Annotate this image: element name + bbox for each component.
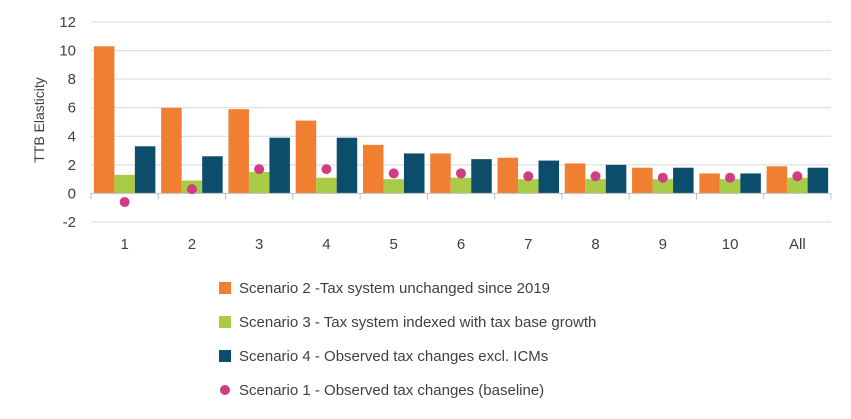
x-tick-label: 2 xyxy=(188,236,196,253)
bar-series-2 xyxy=(585,179,606,194)
marker-point xyxy=(590,171,601,182)
x-tick-label: 5 xyxy=(390,236,398,253)
bar-series-1 xyxy=(564,163,586,194)
x-tick-label: 7 xyxy=(524,236,532,253)
y-tick-label: 2 xyxy=(68,157,76,174)
bar-series-2 xyxy=(114,174,135,194)
bar-series-3 xyxy=(269,137,290,194)
legend-swatch xyxy=(219,282,231,294)
bar-series-3 xyxy=(202,156,223,194)
legend-label: Scenario 3 - Tax system indexed with tax… xyxy=(239,314,596,331)
bar-series-3 xyxy=(807,167,829,194)
marker-point xyxy=(657,172,668,183)
bar-series-3 xyxy=(336,137,358,194)
marker-point xyxy=(321,164,332,175)
x-tick-label: All xyxy=(789,236,806,253)
bar-series-3 xyxy=(605,164,627,194)
legend-label: Scenario 1 - Observed tax changes (basel… xyxy=(239,382,544,399)
x-tick-label: 4 xyxy=(322,236,330,253)
axes xyxy=(90,192,832,200)
marker-point xyxy=(456,168,466,179)
y-tick-labels: -2 0 2 4 6 8 10 12 xyxy=(59,14,76,231)
bar-series-3 xyxy=(740,173,761,194)
bar-series-2 xyxy=(383,179,404,194)
y-tick-label: 8 xyxy=(68,71,76,88)
x-tick-label: 9 xyxy=(659,236,667,253)
y-tick-label: 6 xyxy=(68,100,76,117)
bar-series-1 xyxy=(430,153,451,194)
bar-series-2 xyxy=(248,172,270,194)
bar-series-1 xyxy=(699,173,720,194)
legend: Scenario 2 -Tax system unchanged since 2… xyxy=(219,280,596,399)
legend-marker xyxy=(220,385,230,395)
marker-point xyxy=(792,171,803,182)
marker-point xyxy=(254,164,265,175)
y-tick-label: 4 xyxy=(68,128,76,145)
x-tick-label: 3 xyxy=(255,236,263,253)
legend-label: Scenario 2 -Tax system unchanged since 2… xyxy=(239,280,550,297)
legend-swatch xyxy=(219,350,231,362)
bar-series-1 xyxy=(93,46,115,194)
bars xyxy=(93,46,829,194)
y-axis-label: TTB Elasticity xyxy=(31,77,47,163)
y-tick-label: 0 xyxy=(68,185,76,202)
bar-series-3 xyxy=(673,167,694,194)
bar-series-3 xyxy=(471,159,492,194)
bar-series-2 xyxy=(652,179,674,194)
y-tick-label: 10 xyxy=(59,43,76,60)
x-tick-label: 10 xyxy=(722,236,739,253)
bar-series-1 xyxy=(295,120,317,194)
bar-series-3 xyxy=(403,153,425,194)
x-tick-labels: 1 2 3 4 5 6 7 8 9 10 All xyxy=(120,236,805,253)
bar-series-2 xyxy=(316,177,337,194)
bar-series-1 xyxy=(228,109,249,194)
x-tick-label: 6 xyxy=(457,236,465,253)
marker-point xyxy=(725,172,736,183)
bar-series-2 xyxy=(518,179,539,194)
legend-label: Scenario 4 - Observed tax changes excl. … xyxy=(239,348,548,365)
y-tick-label: 12 xyxy=(59,14,76,31)
bar-series-2 xyxy=(787,177,808,194)
bar-series-1 xyxy=(362,144,384,194)
x-tick-label: 1 xyxy=(120,236,128,253)
marker-point xyxy=(523,171,534,182)
y-tick-label: -2 xyxy=(63,214,76,231)
marker-point xyxy=(388,168,399,179)
bar-series-1 xyxy=(161,107,182,194)
marker-point xyxy=(186,184,197,195)
bar-series-2 xyxy=(719,179,741,194)
marker-point xyxy=(119,197,130,207)
bar-series-1 xyxy=(766,166,788,194)
bar-series-2 xyxy=(450,177,472,194)
markers xyxy=(119,164,803,207)
x-tick-label: 8 xyxy=(591,236,599,253)
legend-swatch xyxy=(219,316,231,328)
bar-series-1 xyxy=(497,157,519,194)
bar-series-3 xyxy=(134,146,156,194)
bar-series-1 xyxy=(632,167,653,194)
bar-series-3 xyxy=(538,160,560,194)
